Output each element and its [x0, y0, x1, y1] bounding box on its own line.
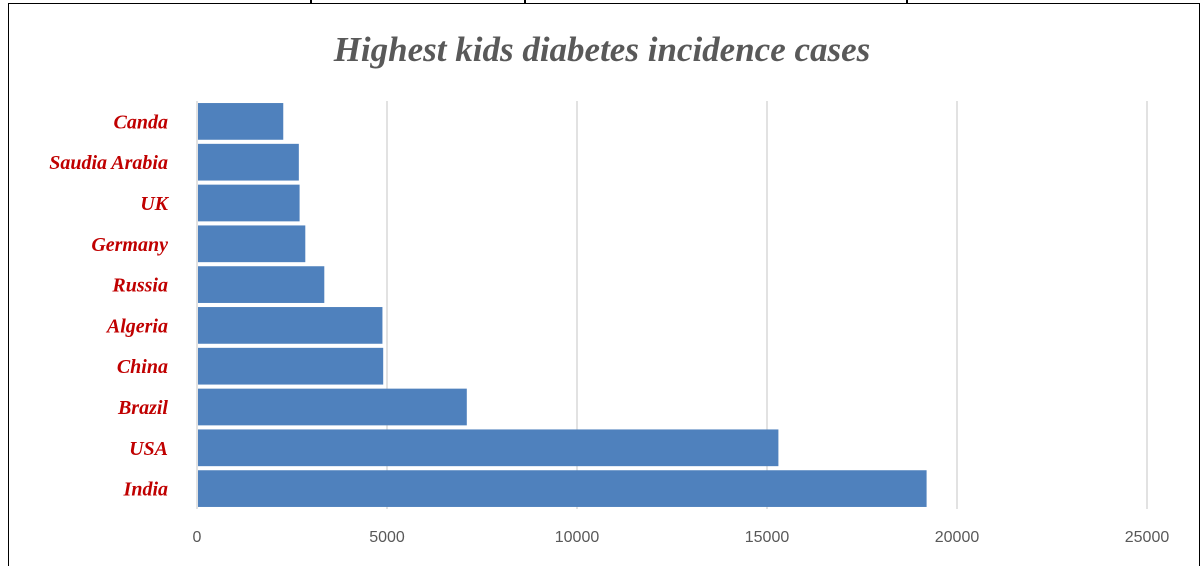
bar	[198, 429, 779, 467]
category-label: Brazil	[117, 397, 168, 419]
x-tick-label: 15000	[745, 529, 790, 546]
category-label: Algeria	[105, 315, 168, 337]
x-tick-label: 25000	[1125, 529, 1170, 546]
category-label: Russia	[111, 275, 168, 297]
bars	[198, 103, 927, 507]
x-tick-label: 10000	[555, 529, 600, 546]
category-label: Germany	[91, 234, 168, 256]
bar	[198, 470, 927, 507]
bar	[198, 347, 384, 385]
bar	[198, 225, 306, 263]
bar	[198, 184, 300, 222]
category-label: Canda	[114, 111, 168, 133]
category-label: UK	[140, 193, 169, 215]
bar	[198, 266, 325, 303]
bar	[198, 143, 299, 181]
bar	[198, 103, 284, 140]
category-label: Saudia Arabia	[49, 152, 168, 174]
x-tick-label: 0	[193, 529, 202, 546]
category-labels: India USA Brazil China Algeria Russia Germany U…	[49, 111, 169, 500]
category-label: USA	[129, 438, 168, 460]
x-tick-label: 5000	[369, 529, 405, 546]
category-label: India	[123, 479, 168, 501]
bar	[198, 388, 467, 426]
category-label: China	[117, 356, 168, 378]
chart-title: Highest kids diabetes incidence cases	[333, 30, 871, 69]
x-tick-label: 20000	[935, 529, 980, 546]
x-tick-labels: 0 5000 10000 15000 20000 25000	[193, 529, 1170, 546]
bar	[198, 307, 383, 344]
